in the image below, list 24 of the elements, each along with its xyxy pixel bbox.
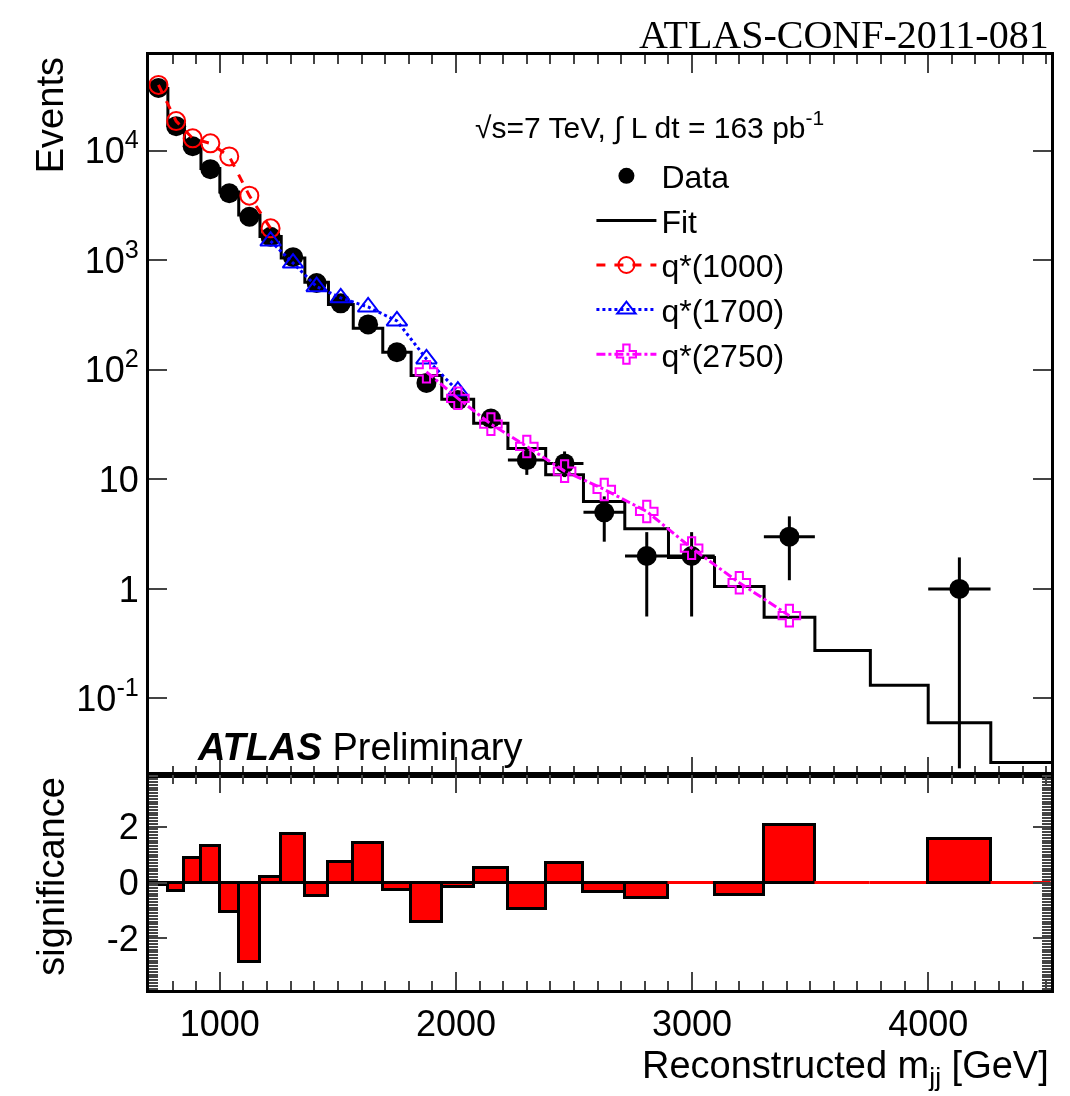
y-tick-label: 0 [118,862,139,904]
y-tick-label: 10$^{3}$ [84,234,139,281]
legend-label: Data [661,159,730,196]
annotation: ATLAS Preliminary [197,726,523,768]
x-tick-label: 4000 [888,1003,969,1045]
chart-title: ATLAS-CONF-2011-081 [639,12,1049,57]
legend-label: q*(1000) [661,248,785,285]
y-tick-label: 10$^{-1}$ [76,672,139,720]
legend-label: q*(1700) [661,293,785,330]
annotation: √s=7 TeV, ∫ L dt = 163 pb$^{-1}$ [475,106,825,145]
legend-label: q*(2750) [661,337,785,374]
x-tick-label: 3000 [652,1003,733,1045]
y-tick-label: -2 [106,917,139,959]
y-tick-label: 1 [118,568,139,610]
y-tick-label: 10$^{2}$ [84,344,139,391]
y-tick-label: 2 [118,806,139,848]
x-tick-label: 2000 [415,1003,497,1045]
y-axis-title: Events [29,57,72,174]
y-axis-title: significance [29,777,72,976]
legend-label: Fit [661,203,698,240]
x-tick-label: 1000 [179,1003,260,1045]
y-tick-label: 10$^{4}$ [84,125,139,172]
x-axis-title: Reconstructed m$_{jj}$ [GeV] [642,1044,1049,1092]
y-tick-label: 10 [98,459,139,500]
